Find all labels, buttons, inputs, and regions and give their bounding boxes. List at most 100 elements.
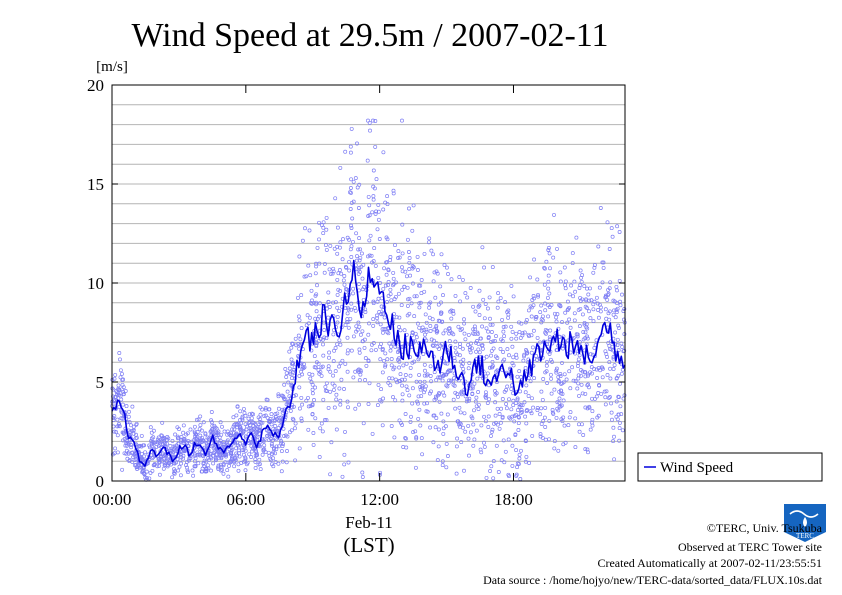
scatter-point bbox=[198, 433, 203, 438]
scatter-point bbox=[534, 354, 539, 358]
scatter-point bbox=[435, 393, 440, 398]
scatter-point bbox=[185, 431, 190, 436]
scatter-point bbox=[580, 391, 585, 396]
scatter-point bbox=[418, 283, 423, 288]
scatter-point bbox=[514, 355, 519, 360]
scatter-point bbox=[583, 330, 588, 335]
scatter-point bbox=[333, 300, 338, 305]
scatter-point bbox=[554, 319, 559, 324]
scatter-point bbox=[519, 448, 523, 453]
scatter-point bbox=[579, 373, 583, 378]
scatter-point bbox=[443, 372, 448, 377]
scatter-point bbox=[524, 383, 529, 388]
scatter-point bbox=[351, 334, 356, 339]
scatter-point bbox=[487, 295, 492, 300]
scatter-point bbox=[172, 471, 177, 476]
scatter-point bbox=[572, 311, 577, 316]
scatter-point bbox=[398, 372, 403, 377]
scatter-point bbox=[371, 323, 376, 328]
scatter-point bbox=[339, 377, 344, 382]
scatter-point bbox=[478, 336, 483, 341]
scatter-point bbox=[331, 373, 336, 378]
scatter-point bbox=[334, 427, 339, 432]
scatter-point bbox=[458, 410, 463, 415]
scatter-point bbox=[309, 301, 314, 306]
scatter-point bbox=[439, 300, 443, 305]
scatter-point bbox=[484, 393, 489, 398]
scatter-point bbox=[462, 411, 467, 416]
scatter-point bbox=[600, 280, 605, 285]
scatter-point bbox=[562, 423, 567, 428]
scatter-point bbox=[524, 409, 529, 414]
scatter-point bbox=[225, 439, 230, 444]
scatter-point bbox=[315, 316, 320, 321]
scatter-point bbox=[358, 255, 363, 260]
scatter-point bbox=[200, 466, 205, 471]
scatter-point bbox=[319, 373, 324, 378]
legend-box bbox=[637, 452, 823, 482]
scatter-point bbox=[383, 364, 388, 369]
scatter-point bbox=[353, 176, 358, 181]
scatter-point bbox=[405, 237, 410, 242]
scatter-point bbox=[118, 375, 123, 380]
scatter-point bbox=[392, 435, 397, 440]
scatter-point bbox=[489, 429, 494, 434]
scatter-point bbox=[385, 357, 390, 362]
scatter-point bbox=[272, 436, 277, 440]
scatter-point bbox=[371, 118, 375, 123]
scatter-point bbox=[517, 330, 522, 335]
scatter-point bbox=[544, 369, 549, 374]
scatter-point bbox=[321, 220, 326, 225]
scatter-point bbox=[323, 384, 328, 389]
scatter-point bbox=[297, 385, 302, 390]
scatter-point bbox=[291, 369, 295, 374]
scatter-point bbox=[514, 336, 519, 341]
scatter-point bbox=[415, 268, 420, 272]
scatter-point bbox=[274, 444, 279, 449]
scatter-point bbox=[549, 376, 554, 381]
scatter-point bbox=[343, 323, 348, 327]
scatter-point bbox=[194, 417, 199, 422]
scatter-point bbox=[434, 324, 439, 328]
scatter-point bbox=[375, 313, 379, 318]
scatter-point bbox=[429, 248, 434, 253]
scatter-point bbox=[261, 447, 266, 452]
scatter-point bbox=[299, 416, 304, 421]
scatter-point bbox=[310, 382, 315, 387]
scatter-point bbox=[326, 299, 331, 304]
scatter-point bbox=[586, 372, 591, 377]
scatter-point bbox=[577, 429, 582, 434]
scatter-point bbox=[322, 261, 327, 266]
scatter-point bbox=[401, 445, 406, 449]
scatter-point bbox=[551, 255, 556, 260]
scatter-point bbox=[321, 397, 326, 402]
scatter-point bbox=[461, 357, 466, 362]
scatter-point bbox=[373, 144, 378, 149]
scatter-point bbox=[592, 263, 597, 267]
scatter-point bbox=[311, 431, 316, 435]
scatter-point bbox=[218, 454, 222, 459]
scatter-point bbox=[379, 341, 383, 346]
scatter-point bbox=[472, 324, 477, 329]
scatter-point bbox=[506, 315, 511, 320]
scatter-point bbox=[608, 280, 613, 285]
scatter-point bbox=[507, 474, 511, 479]
scatter-point bbox=[338, 398, 343, 403]
scatter-point bbox=[583, 374, 588, 379]
scatter-point bbox=[411, 281, 415, 286]
scatter-point bbox=[113, 446, 118, 451]
scatter-point bbox=[337, 268, 342, 272]
site-text: Observed at TERC Tower site bbox=[678, 540, 822, 554]
scatter-point bbox=[616, 323, 621, 328]
scatter-point bbox=[192, 424, 197, 429]
scatter-point bbox=[122, 430, 127, 435]
scatter-point bbox=[238, 441, 242, 446]
scatter-point bbox=[147, 476, 152, 481]
scatter-point bbox=[349, 126, 354, 131]
terc-logo: TERC bbox=[784, 504, 826, 542]
scatter-point bbox=[476, 390, 481, 394]
scatter-point bbox=[427, 236, 432, 241]
scatter-point bbox=[317, 455, 322, 459]
scatter-point bbox=[620, 428, 625, 433]
scatter-point bbox=[486, 425, 491, 429]
